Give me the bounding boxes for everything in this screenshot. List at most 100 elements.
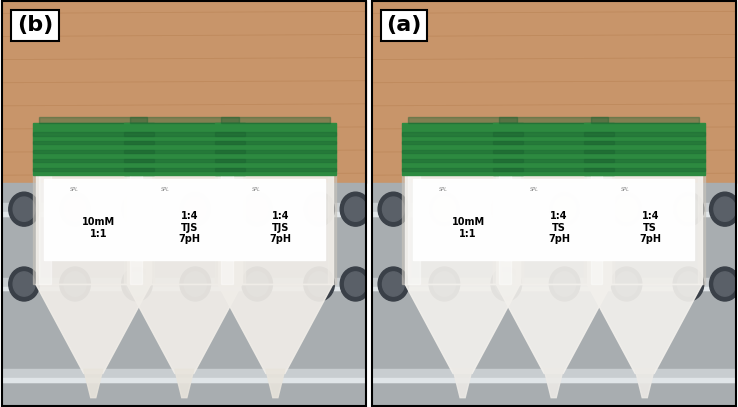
Bar — [405, 171, 520, 284]
Circle shape — [549, 192, 580, 226]
Bar — [493, 150, 614, 153]
Polygon shape — [405, 284, 520, 373]
Bar — [130, 116, 238, 123]
Bar — [371, 203, 736, 216]
Circle shape — [429, 192, 460, 226]
Bar — [595, 179, 694, 260]
Bar — [32, 141, 154, 144]
Bar — [584, 168, 706, 171]
Circle shape — [714, 272, 736, 296]
Bar — [402, 123, 523, 175]
Bar — [124, 159, 245, 162]
Bar — [402, 171, 410, 284]
Bar — [590, 116, 699, 123]
Polygon shape — [453, 370, 472, 398]
Circle shape — [246, 197, 268, 221]
Circle shape — [429, 267, 460, 301]
Bar — [371, 183, 736, 406]
Circle shape — [491, 267, 522, 301]
Polygon shape — [127, 284, 242, 373]
Polygon shape — [496, 284, 611, 373]
Polygon shape — [36, 284, 151, 373]
Bar — [504, 179, 604, 260]
Bar — [2, 203, 367, 216]
Text: (b): (b) — [17, 15, 53, 35]
Bar — [2, 369, 367, 381]
Circle shape — [554, 197, 576, 221]
Bar — [500, 116, 608, 123]
Circle shape — [709, 192, 738, 226]
Bar — [32, 132, 154, 136]
Bar — [36, 171, 151, 284]
Text: 10mM
1:1: 10mM 1:1 — [82, 217, 115, 239]
Bar — [124, 132, 245, 136]
Bar — [2, 378, 367, 381]
Bar — [584, 150, 706, 153]
Polygon shape — [83, 370, 103, 398]
Bar — [408, 171, 420, 284]
Circle shape — [345, 272, 367, 296]
Bar — [607, 171, 614, 284]
Circle shape — [122, 192, 152, 226]
Polygon shape — [635, 370, 655, 398]
Bar — [39, 116, 148, 123]
Bar — [124, 168, 245, 171]
Bar — [402, 141, 523, 144]
Bar — [146, 171, 154, 284]
Bar — [134, 179, 234, 260]
Circle shape — [246, 272, 268, 296]
Bar — [371, 369, 736, 381]
Bar — [402, 168, 523, 171]
Circle shape — [709, 267, 738, 301]
Bar — [584, 159, 706, 162]
Bar — [32, 150, 154, 153]
Bar — [124, 123, 245, 175]
Bar — [32, 159, 154, 162]
Text: SPL: SPL — [252, 187, 261, 193]
Bar — [500, 171, 511, 284]
Bar — [215, 123, 336, 175]
Bar — [584, 171, 592, 284]
Circle shape — [433, 197, 455, 221]
Circle shape — [611, 267, 642, 301]
Circle shape — [549, 267, 580, 301]
Bar — [496, 171, 611, 284]
Bar — [408, 116, 517, 123]
Bar — [413, 179, 512, 260]
Circle shape — [495, 197, 517, 221]
Circle shape — [304, 267, 334, 301]
Polygon shape — [587, 284, 702, 373]
Circle shape — [615, 197, 638, 221]
Circle shape — [308, 272, 330, 296]
Circle shape — [126, 272, 148, 296]
Bar — [215, 168, 336, 171]
Bar — [32, 168, 154, 171]
Text: SPL: SPL — [439, 187, 448, 193]
Circle shape — [554, 272, 576, 296]
Bar — [127, 171, 242, 284]
Circle shape — [126, 197, 148, 221]
Bar — [371, 278, 736, 291]
Text: 1:4
TJS
7pH: 1:4 TJS 7pH — [179, 211, 201, 244]
Text: SPL: SPL — [530, 187, 539, 193]
Bar — [493, 123, 614, 175]
Circle shape — [9, 267, 39, 301]
Bar — [215, 150, 336, 153]
Circle shape — [714, 197, 736, 221]
Bar — [493, 168, 614, 171]
Bar — [44, 179, 143, 260]
Bar — [124, 150, 245, 153]
Bar — [32, 123, 154, 175]
Bar — [215, 171, 222, 284]
Circle shape — [180, 267, 210, 301]
Bar — [2, 183, 367, 406]
Polygon shape — [175, 370, 194, 398]
Polygon shape — [544, 370, 563, 398]
Circle shape — [60, 192, 90, 226]
Circle shape — [340, 192, 370, 226]
Bar — [402, 159, 523, 162]
Bar — [2, 278, 367, 291]
Circle shape — [180, 192, 210, 226]
Bar — [2, 1, 367, 183]
Circle shape — [677, 197, 700, 221]
